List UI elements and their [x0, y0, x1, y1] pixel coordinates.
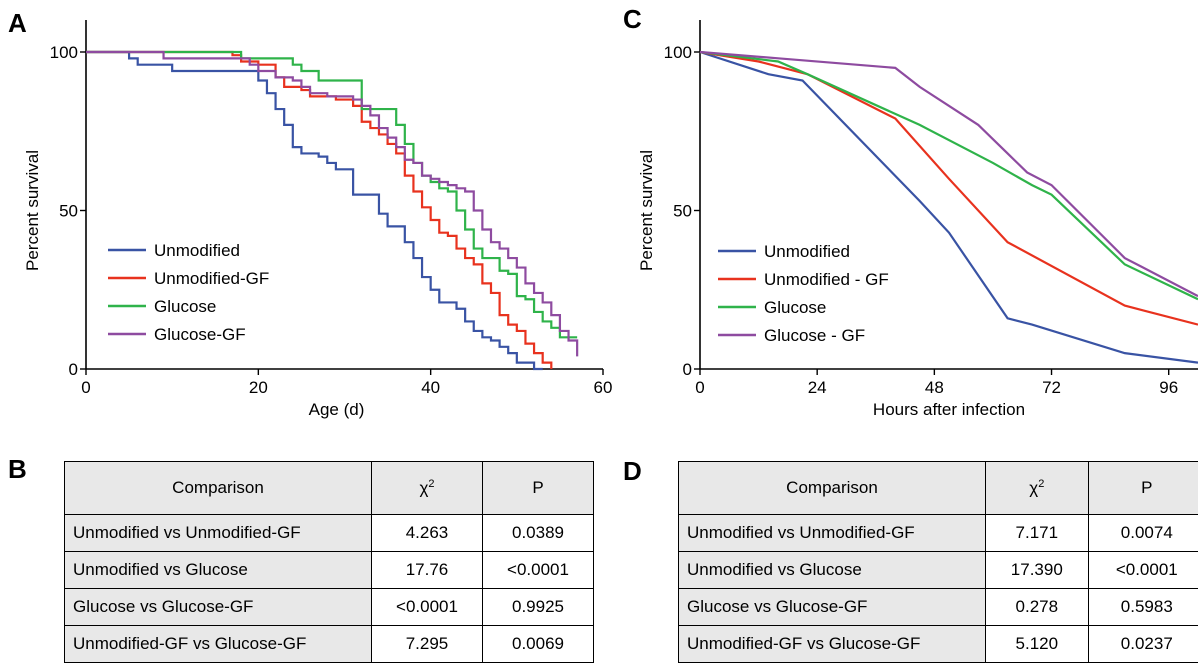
panel-label-c: C — [623, 4, 642, 34]
y-tick-label: 50 — [673, 202, 692, 221]
series-line-glucose — [699, 50, 1198, 301]
x-tick-label: 0 — [81, 378, 90, 397]
stats-table-b: Comparison χ2 P Unmodified vs Unmodified… — [64, 461, 594, 663]
table-header-row: Comparison χ2 P — [64, 461, 594, 515]
col-comparison: Comparison — [64, 461, 372, 515]
chi-square-cell: 17.390 — [985, 551, 1089, 589]
panel-label-d: D — [623, 456, 642, 486]
chi-square-cell: 5.120 — [985, 625, 1089, 663]
col-p: P — [1087, 461, 1198, 515]
comparison-cell: Unmodified-GF vs Glucose-GF — [678, 625, 986, 663]
p-value-cell: <0.0001 — [482, 551, 594, 589]
y-axis-label: Percent survival — [23, 150, 42, 271]
y-tick-label: 100 — [50, 43, 78, 62]
p-value-cell: <0.0001 — [1087, 551, 1198, 589]
comparison-cell: Unmodified vs Unmodified-GF — [678, 514, 986, 552]
legend-label: Unmodified — [154, 241, 240, 260]
chi-square-cell: 7.171 — [985, 514, 1089, 552]
p-value-cell: 0.9925 — [482, 588, 594, 626]
comparison-cell: Glucose vs Glucose-GF — [678, 588, 986, 626]
x-tick-label: 48 — [925, 378, 944, 397]
legend-label: Glucose — [764, 298, 826, 317]
p-value-cell: 0.5983 — [1087, 588, 1198, 626]
table-header-row: Comparison χ2 P — [678, 461, 1198, 515]
table-row: Unmodified vs Glucose 17.76 <0.0001 — [64, 551, 594, 589]
comparison-cell: Glucose vs Glucose-GF — [64, 588, 372, 626]
series-line-glucose-gf — [86, 50, 579, 357]
survival-chart-age: 0 50 100 0 20 40 60 Age (d) Percent survival Unmo… — [23, 20, 613, 419]
y-axis-label: Percent survival — [637, 150, 656, 271]
y-tick-label: 50 — [59, 202, 78, 221]
series-line-unmodified-gf — [699, 50, 1198, 326]
series-line-unmodified — [699, 50, 1198, 364]
col-comparison: Comparison — [678, 461, 986, 515]
x-tick-label: 24 — [808, 378, 827, 397]
legend-label: Glucose - GF — [764, 326, 865, 345]
p-value-cell: 0.0069 — [482, 625, 594, 663]
p-value-cell: 0.0237 — [1087, 625, 1198, 663]
comparison-cell: Unmodified vs Glucose — [64, 551, 372, 589]
series-line-glucose-gf — [699, 50, 1198, 298]
panel-label-b: B — [8, 454, 27, 484]
comparison-cell: Unmodified vs Glucose — [678, 551, 986, 589]
series-line-glucose — [86, 50, 578, 339]
legend-label: Glucose-GF — [154, 325, 246, 344]
series-line-unmodified — [86, 50, 543, 371]
table-row: Glucose vs Glucose-GF <0.0001 0.9925 — [64, 588, 594, 626]
chi-square-cell: 7.295 — [371, 625, 483, 663]
survival-chart-infection: 0 50 100 0 24 48 72 96 Hours after infection Perc… — [637, 20, 1198, 419]
x-tick-label: 72 — [1042, 378, 1061, 397]
table-row: Unmodified-GF vs Glucose-GF 5.120 0.0237 — [678, 625, 1198, 663]
panel-label-a: A — [8, 8, 27, 38]
x-tick-label: 60 — [594, 378, 613, 397]
x-axis-label: Age (d) — [309, 400, 365, 419]
table-row: Unmodified vs Glucose 17.390 <0.0001 — [678, 551, 1198, 589]
chi-square-cell: <0.0001 — [371, 588, 483, 626]
x-tick-label: 20 — [249, 378, 268, 397]
legend-label: Glucose — [154, 297, 216, 316]
table-row: Unmodified vs Unmodified-GF 7.171 0.0074 — [678, 514, 1198, 552]
legend-label: Unmodified-GF — [154, 269, 269, 288]
legend-label: Unmodified - GF — [764, 270, 889, 289]
stats-table-d: Comparison χ2 P Unmodified vs Unmodified… — [678, 461, 1198, 663]
x-axis-label: Hours after infection — [873, 400, 1025, 419]
table-row: Unmodified-GF vs Glucose-GF 7.295 0.0069 — [64, 625, 594, 663]
p-value-cell: 0.0389 — [482, 514, 594, 552]
col-p: P — [482, 461, 594, 515]
series-line-unmodified-gf — [86, 50, 553, 369]
y-tick-label: 0 — [69, 360, 78, 379]
chi-square-cell: 4.263 — [371, 514, 483, 552]
x-tick-label: 96 — [1159, 378, 1178, 397]
table-row: Unmodified vs Unmodified-GF 4.263 0.0389 — [64, 514, 594, 552]
col-chi: χ2 — [371, 461, 483, 515]
table-row: Glucose vs Glucose-GF 0.278 0.5983 — [678, 588, 1198, 626]
comparison-cell: Unmodified-GF vs Glucose-GF — [64, 625, 372, 663]
comparison-cell: Unmodified vs Unmodified-GF — [64, 514, 372, 552]
x-tick-label: 40 — [421, 378, 440, 397]
col-chi: χ2 — [985, 461, 1089, 515]
x-tick-label: 0 — [695, 378, 704, 397]
legend-label: Unmodified — [764, 242, 850, 261]
chi-square-cell: 0.278 — [985, 588, 1089, 626]
y-tick-label: 100 — [664, 43, 692, 62]
p-value-cell: 0.0074 — [1087, 514, 1198, 552]
chi-square-cell: 17.76 — [371, 551, 483, 589]
y-tick-label: 0 — [683, 360, 692, 379]
